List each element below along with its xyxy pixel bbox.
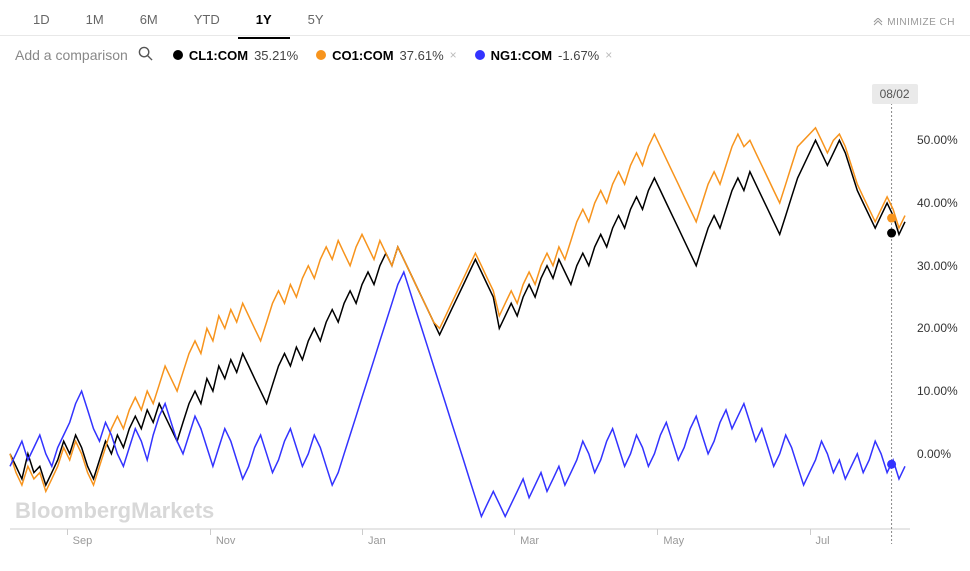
legend-pct: 35.21% [254, 48, 298, 63]
x-axis-label: Sep [73, 535, 93, 547]
x-axis-label: Jan [368, 535, 386, 547]
legend-ticker: CO1:COM [332, 48, 393, 63]
legend-item-1[interactable]: CO1:COM 37.61% × [316, 48, 457, 63]
search-icon [138, 46, 153, 64]
range-tab-5y[interactable]: 5Y [290, 6, 342, 39]
minimize-button[interactable]: MINIMIZE CH [873, 17, 955, 28]
add-comparison-placeholder: Add a comparison [15, 47, 128, 63]
legend-ticker: CL1:COM [189, 48, 248, 63]
minimize-label: MINIMIZE CH [887, 17, 955, 28]
y-axis-label: 10.00% [917, 384, 958, 398]
x-tick [810, 529, 811, 535]
x-tick [514, 529, 515, 535]
x-axis-label: Nov [216, 535, 236, 547]
price-chart [0, 74, 970, 564]
x-axis-label: Jul [816, 535, 830, 547]
range-tabs: 1D1M6MYTD1Y5Y [15, 6, 342, 39]
y-axis-label: 30.00% [917, 259, 958, 273]
y-axis-label: 20.00% [917, 321, 958, 335]
y-axis-label: 50.00% [917, 133, 958, 147]
x-axis-label: May [663, 535, 684, 547]
add-comparison[interactable]: Add a comparison [15, 46, 153, 64]
watermark: BloombergMarkets [15, 498, 214, 524]
legend-pct: -1.67% [558, 48, 599, 63]
range-tab-ytd[interactable]: YTD [176, 6, 238, 39]
legend-item-2[interactable]: NG1:COM -1.67% × [475, 48, 613, 63]
legend-pct: 37.61% [400, 48, 444, 63]
x-tick [67, 529, 68, 535]
x-axis-label: Mar [520, 535, 539, 547]
legend-dot [475, 50, 485, 60]
chart-area[interactable]: BloombergMarkets 08/02 0.00% 10.00% 20.00% 3… [0, 74, 970, 564]
range-tab-6m[interactable]: 6M [122, 6, 176, 39]
x-tick [657, 529, 658, 535]
minimize-icon [873, 18, 883, 28]
y-axis-label: 0.00% [917, 447, 951, 461]
range-tab-1y[interactable]: 1Y [238, 6, 290, 39]
legend-remove-icon[interactable]: × [605, 48, 612, 62]
range-tab-1d[interactable]: 1D [15, 6, 68, 39]
x-tick [210, 529, 211, 535]
x-tick [362, 529, 363, 535]
legend-ticker: NG1:COM [491, 48, 552, 63]
legend-dot [316, 50, 326, 60]
y-axis-label: 40.00% [917, 196, 958, 210]
legend-remove-icon[interactable]: × [450, 48, 457, 62]
range-tab-1m[interactable]: 1M [68, 6, 122, 39]
cursor-date-badge: 08/02 [872, 84, 918, 104]
legend-item-0[interactable]: CL1:COM 35.21% [173, 48, 298, 63]
legend-dot [173, 50, 183, 60]
chart-legend: CL1:COM 35.21% CO1:COM 37.61% × NG1:COM -1.67%… [173, 48, 612, 63]
